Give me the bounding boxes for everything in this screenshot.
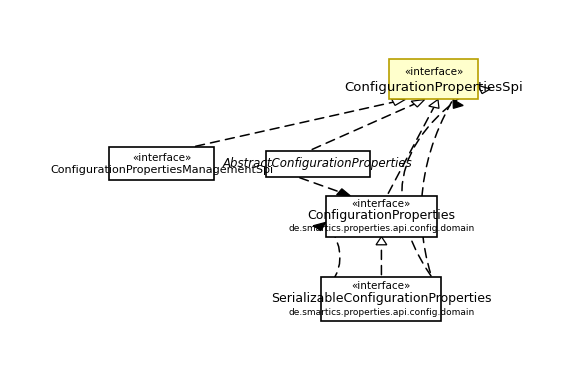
Text: «interface»: «interface» xyxy=(352,281,411,291)
Bar xyxy=(390,59,478,99)
Polygon shape xyxy=(429,99,439,108)
Text: ConfigurationProperties: ConfigurationProperties xyxy=(308,209,455,222)
Polygon shape xyxy=(336,189,350,196)
Polygon shape xyxy=(376,236,387,245)
Polygon shape xyxy=(411,99,425,107)
Text: «interface»: «interface» xyxy=(352,199,411,209)
Polygon shape xyxy=(453,99,463,108)
Polygon shape xyxy=(391,99,405,105)
Text: ConfigurationPropertiesSpi: ConfigurationPropertiesSpi xyxy=(344,81,523,94)
Text: de.smartics.properties.api.config.domain: de.smartics.properties.api.config.domain xyxy=(288,308,474,317)
Text: «interface»: «interface» xyxy=(404,67,463,77)
Text: de.smartics.properties.api.config.domain: de.smartics.properties.api.config.domain xyxy=(288,224,474,233)
Bar xyxy=(266,150,370,177)
Text: «interface»: «interface» xyxy=(132,153,191,163)
Bar xyxy=(321,277,442,321)
Text: SerializableConfigurationProperties: SerializableConfigurationProperties xyxy=(271,292,491,305)
Bar xyxy=(326,196,437,236)
Polygon shape xyxy=(313,222,326,230)
Bar xyxy=(109,147,214,180)
Text: ConfigurationPropertiesManagementSpi: ConfigurationPropertiesManagementSpi xyxy=(50,165,273,175)
Polygon shape xyxy=(478,85,490,94)
Text: AbstractConfigurationProperties: AbstractConfigurationProperties xyxy=(223,157,413,170)
